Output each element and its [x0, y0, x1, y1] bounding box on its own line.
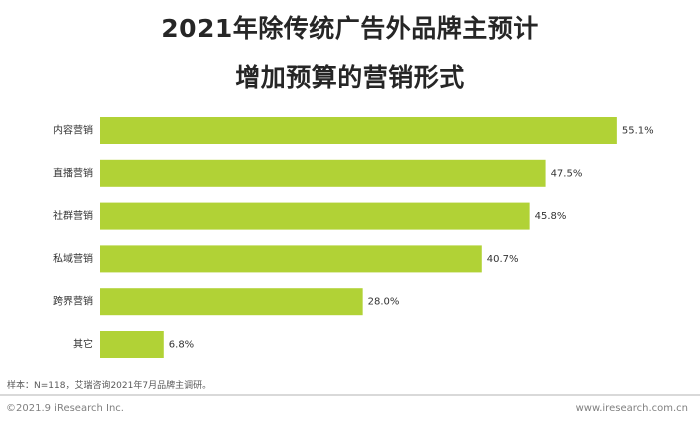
category-label-5: 其它 — [73, 338, 93, 351]
bar-0 — [100, 117, 617, 144]
bar-3 — [100, 245, 482, 273]
value-label-5: 6.8% — [169, 340, 194, 351]
bar-1 — [100, 159, 546, 187]
value-label-1: 47.5% — [551, 168, 583, 179]
category-label-4: 跨界营销 — [53, 295, 93, 308]
bar-4 — [100, 288, 363, 316]
value-label-4: 28.0% — [368, 297, 400, 308]
value-label-2: 45.8% — [535, 211, 567, 222]
chart-title-line-1: 2021年除传统广告外品牌主预计 — [161, 14, 539, 43]
website-link[interactable]: www.iresearch.com.cn — [575, 403, 688, 414]
chart-title-line-2: 增加预算的营销形式 — [235, 63, 465, 92]
bar-2 — [100, 202, 530, 230]
value-label-0: 55.1% — [622, 126, 654, 137]
bar-5 — [100, 331, 164, 358]
copyright-text: ©2021.9 iResearch Inc. — [6, 403, 124, 414]
sample-note: 样本：N=118，艾瑞咨询2021年7月品牌主调研。 — [7, 381, 212, 391]
footer-divider — [0, 394, 700, 396]
category-label-3: 私域营销 — [53, 252, 93, 265]
category-label-1: 直播营销 — [53, 166, 93, 179]
category-label-2: 社群营销 — [53, 209, 93, 222]
category-label-0: 内容营销 — [53, 124, 93, 137]
value-label-3: 40.7% — [487, 254, 519, 265]
